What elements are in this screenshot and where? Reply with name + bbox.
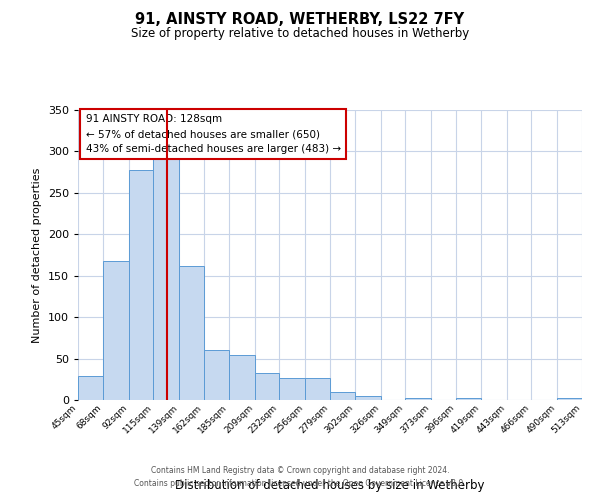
Bar [179, 266, 204, 400]
Bar [330, 392, 355, 400]
X-axis label: Distribution of detached houses by size in Wetherby: Distribution of detached houses by size … [175, 480, 485, 492]
Bar [154, 159, 179, 400]
Text: Contains HM Land Registry data © Crown copyright and database right 2024.
Contai: Contains HM Land Registry data © Crown c… [134, 466, 466, 487]
Bar [254, 372, 280, 400]
Bar [305, 378, 330, 400]
Bar [355, 396, 380, 400]
Text: 91, AINSTY ROAD, WETHERBY, LS22 7FY: 91, AINSTY ROAD, WETHERBY, LS22 7FY [136, 12, 464, 28]
Bar [229, 356, 254, 400]
Text: Size of property relative to detached houses in Wetherby: Size of property relative to detached ho… [131, 28, 469, 40]
Bar [406, 398, 431, 400]
Text: 91 AINSTY ROAD: 128sqm
← 57% of detached houses are smaller (650)
43% of semi-de: 91 AINSTY ROAD: 128sqm ← 57% of detached… [86, 114, 341, 154]
Bar [557, 398, 582, 400]
Bar [128, 170, 154, 400]
Bar [78, 376, 103, 400]
Bar [103, 261, 128, 400]
Y-axis label: Number of detached properties: Number of detached properties [32, 168, 42, 342]
Bar [204, 350, 229, 400]
Bar [280, 378, 305, 400]
Bar [456, 398, 481, 400]
